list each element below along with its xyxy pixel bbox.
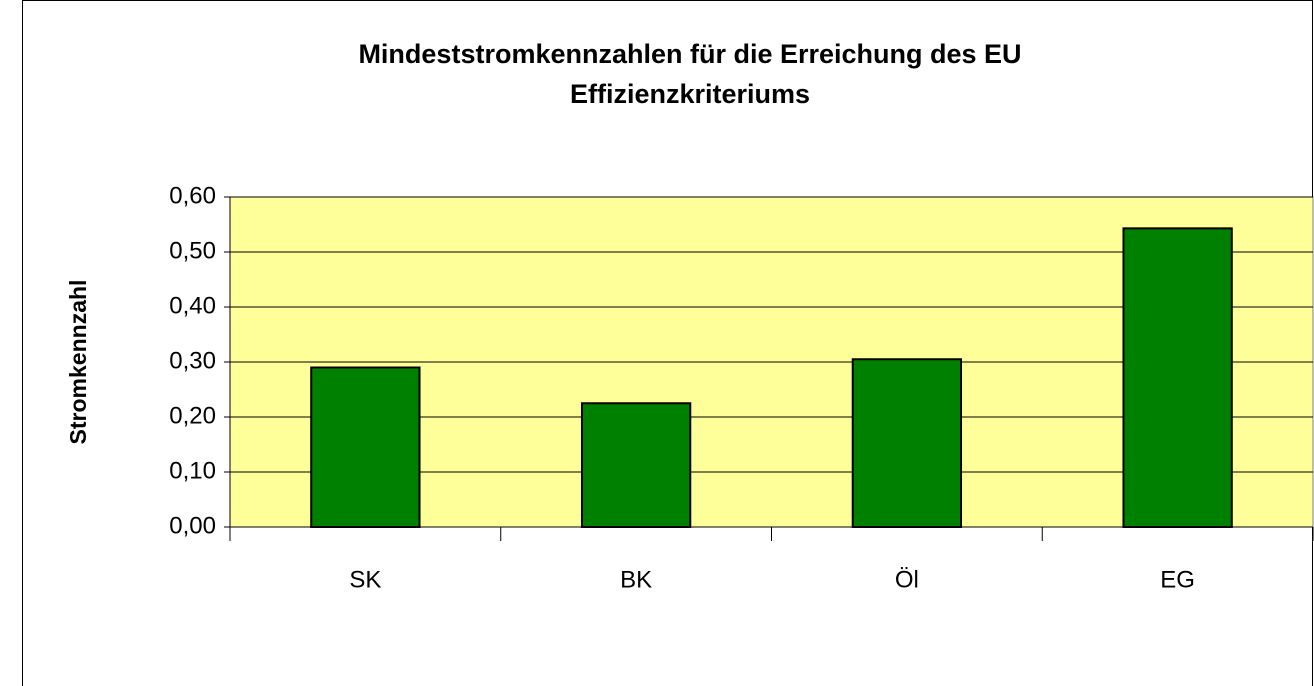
x-tick-label: Öl [895, 566, 919, 593]
bar [851, 358, 963, 528]
bar [1122, 227, 1233, 528]
y-tick-label: 0,30 [169, 347, 216, 374]
y-tick-label: 0,10 [169, 457, 216, 484]
y-tick-label: 0,50 [169, 237, 216, 264]
y-axis-label: Stromkennzahl [65, 280, 91, 445]
bar [310, 366, 421, 528]
y-tick-label: 0,20 [169, 402, 216, 429]
y-tick-label: 0,60 [169, 182, 216, 209]
bar [580, 402, 692, 528]
x-tick-label: EG [1160, 566, 1195, 593]
chart-title: Mindeststromkennzahlen für die Erreichun… [358, 39, 1022, 109]
x-tick-label: SK [349, 566, 381, 593]
y-tick-label: 0,40 [169, 292, 216, 319]
y-tick-label: 0,00 [169, 512, 216, 539]
x-tick-label: BK [620, 566, 652, 593]
